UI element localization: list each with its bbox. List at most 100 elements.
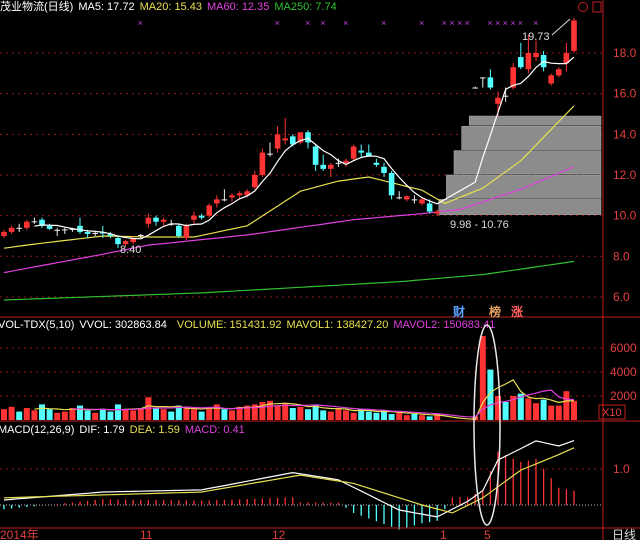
restore-icon[interactable] [578, 2, 588, 12]
macd-value: MACD: 0.41 [184, 424, 245, 436]
event-marker-icon: × [518, 18, 523, 28]
candle-body [472, 87, 478, 89]
maximize-icon[interactable] [592, 1, 602, 13]
x-label: 12 [272, 528, 286, 540]
candle-body [206, 205, 212, 216]
candle-body [24, 221, 30, 228]
volume-scale-label: X10 [602, 407, 622, 419]
ma20-line [3, 105, 575, 249]
volume-bar [343, 410, 349, 420]
volume-bar [236, 406, 243, 420]
candle-body [419, 199, 425, 204]
candle-body [176, 225, 182, 236]
ma60-line [3, 166, 575, 274]
candle-body [571, 20, 577, 51]
volume-bar [198, 411, 205, 420]
volume-bar [495, 396, 501, 420]
volume-bar [365, 411, 372, 420]
volume-bar [426, 416, 433, 420]
stock-title: 茂业物流(日线) [0, 1, 74, 13]
price-tick-label: 16.0 [613, 87, 637, 101]
x-label: 11 [140, 528, 153, 540]
event-marker-icon: × [275, 18, 280, 28]
volume-bar [16, 411, 23, 420]
candle-body [388, 172, 395, 196]
candle-body [290, 136, 296, 145]
ma250-value: MA250: 7.74 [274, 1, 337, 13]
gap-band [453, 150, 602, 175]
candle-body [366, 152, 372, 157]
price-tick-label: 18.0 [613, 46, 637, 60]
candle-body [214, 199, 220, 204]
volume-bar [175, 405, 182, 420]
volume-bar [358, 409, 365, 420]
event-tag-ranking[interactable]: 榜 [489, 305, 502, 319]
volume-bar [267, 400, 273, 420]
volume-bar [92, 412, 99, 420]
high-annotation: 19.73 [522, 31, 550, 43]
candle-body [153, 217, 159, 222]
volume-bar [160, 409, 167, 420]
candle-body [244, 191, 250, 196]
candle-body [183, 225, 190, 239]
candle-body [122, 241, 129, 245]
volume-bar [39, 404, 45, 420]
volume-value: VOLUME: 151431.92 [176, 319, 282, 331]
candle-body [411, 199, 418, 201]
candle-body [160, 219, 167, 222]
candle-body [107, 233, 114, 236]
candle-body [510, 67, 516, 88]
period-label[interactable]: 日线 [612, 528, 636, 540]
event-marker-icon: × [381, 18, 386, 28]
volume-bar [23, 408, 30, 420]
mavol2-value: MAVOL2: 150683.41 [393, 319, 496, 331]
candle-body [221, 199, 228, 201]
candle-body [267, 153, 273, 155]
candle-body [502, 95, 509, 97]
volume-bar [411, 414, 418, 420]
macd-tick-label: 1.0 [613, 462, 630, 476]
event-marker-icon: × [510, 18, 515, 28]
volume-tick-label: 6000 [610, 341, 637, 355]
volume-bar [122, 409, 129, 420]
event-tag-limit-up[interactable]: 涨 [511, 305, 524, 319]
candle-body [138, 234, 144, 236]
event-tag-finance[interactable]: 财 [453, 305, 466, 319]
event-marker-icon: × [305, 18, 310, 28]
candle-body [297, 132, 304, 143]
candle-body [312, 146, 319, 165]
candle-body [115, 238, 121, 245]
x-axis-labels: 2014年 11 12 1 5 [0, 528, 491, 540]
volume-bar [99, 409, 106, 420]
volume-bar [130, 410, 137, 420]
volume-bar [61, 411, 68, 420]
candle-body [31, 221, 38, 223]
volume-bar [206, 408, 213, 420]
volume-bar [251, 404, 258, 420]
volume-bar [327, 411, 334, 420]
price-tick-label: 6.0 [613, 290, 630, 304]
event-marker-icon: × [487, 18, 492, 28]
volume-bar [31, 410, 38, 420]
volume-bar [221, 409, 228, 420]
volume-bar [419, 415, 425, 420]
candle-body [282, 138, 288, 141]
event-marker-icon: × [343, 18, 348, 28]
candle-body [62, 229, 68, 231]
candle-body [191, 215, 197, 220]
volume-bar [274, 405, 281, 420]
gap-band [468, 115, 602, 126]
macd-indicator-name: MACD(12,26,9) [0, 424, 75, 436]
volume-bar [107, 411, 114, 420]
candle-body [426, 203, 433, 212]
volume-bar [183, 406, 190, 420]
volume-indicator-name: VOL-TDX(5,10) [0, 319, 75, 331]
volume-bar [533, 403, 539, 420]
volume-bar [84, 410, 91, 420]
candle-body [8, 227, 15, 232]
volume-bar [213, 404, 220, 420]
candle-body [343, 160, 349, 163]
volume-bar [548, 405, 555, 420]
event-marker-icon: × [419, 18, 424, 28]
